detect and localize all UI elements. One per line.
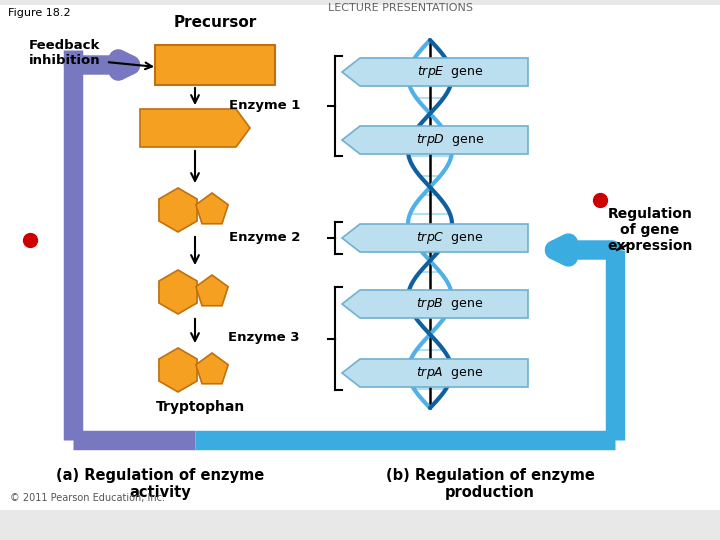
Polygon shape xyxy=(159,270,197,314)
Text: $\mathit{trpD}$  gene: $\mathit{trpD}$ gene xyxy=(416,132,484,148)
Text: (b) Regulation of enzyme
production: (b) Regulation of enzyme production xyxy=(386,468,595,501)
Text: Enzyme 1: Enzyme 1 xyxy=(229,99,300,112)
Polygon shape xyxy=(140,109,250,147)
Bar xyxy=(155,45,275,85)
Text: $\mathit{trpE}$  gene: $\mathit{trpE}$ gene xyxy=(417,64,483,80)
Polygon shape xyxy=(342,290,528,318)
Text: $\mathit{trpC}$  gene: $\mathit{trpC}$ gene xyxy=(416,230,484,246)
Polygon shape xyxy=(196,353,228,384)
Polygon shape xyxy=(196,275,228,306)
Text: Tryptophan: Tryptophan xyxy=(156,400,245,414)
Polygon shape xyxy=(342,126,528,154)
Text: Enzyme 3: Enzyme 3 xyxy=(228,332,300,345)
Text: (a) Regulation of enzyme
activity: (a) Regulation of enzyme activity xyxy=(56,468,264,501)
Polygon shape xyxy=(159,188,197,232)
Text: Feedback
inhibition: Feedback inhibition xyxy=(28,39,100,67)
Polygon shape xyxy=(196,193,228,224)
Text: Regulation
of gene
expression: Regulation of gene expression xyxy=(607,207,693,253)
Polygon shape xyxy=(342,224,528,252)
Text: Precursor: Precursor xyxy=(174,15,256,30)
Text: Enzyme 2: Enzyme 2 xyxy=(229,232,300,245)
Text: $\mathit{trpB}$  gene: $\mathit{trpB}$ gene xyxy=(416,296,484,312)
Text: $\mathit{trpA}$  gene: $\mathit{trpA}$ gene xyxy=(416,365,484,381)
Text: LECTURE PRESENTATIONS: LECTURE PRESENTATIONS xyxy=(328,3,472,13)
Text: Figure 18.2: Figure 18.2 xyxy=(8,8,71,18)
Polygon shape xyxy=(342,359,528,387)
Text: © 2011 Pearson Education, Inc.: © 2011 Pearson Education, Inc. xyxy=(10,493,165,503)
Polygon shape xyxy=(159,348,197,392)
Polygon shape xyxy=(342,58,528,86)
